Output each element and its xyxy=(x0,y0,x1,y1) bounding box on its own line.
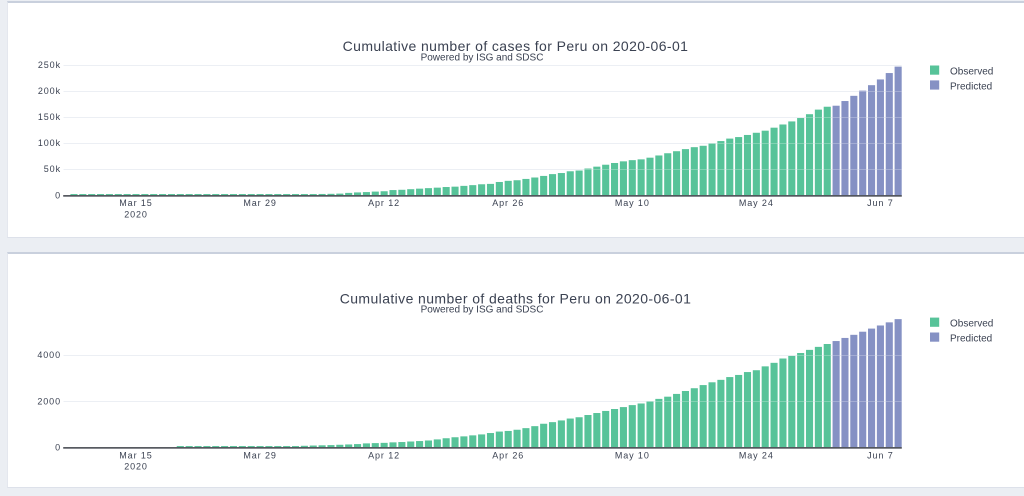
svg-text:Observed: Observed xyxy=(950,67,993,78)
svg-text:Apr 12: Apr 12 xyxy=(368,198,400,208)
svg-text:Powered by ISG and SDSC: Powered by ISG and SDSC xyxy=(421,305,544,316)
svg-text:Cumulative number of cases for: Cumulative number of cases for Peru on 2… xyxy=(343,38,689,54)
svg-text:Powered by ISG and SDSC: Powered by ISG and SDSC xyxy=(421,53,544,64)
svg-text:100k: 100k xyxy=(38,138,61,148)
svg-text:Apr 26: Apr 26 xyxy=(492,198,524,208)
svg-text:2020: 2020 xyxy=(124,462,148,472)
svg-text:Cumulative number of deaths fo: Cumulative number of deaths for Peru on … xyxy=(340,290,692,306)
svg-text:Observed: Observed xyxy=(950,319,993,330)
svg-text:150k: 150k xyxy=(38,112,61,122)
svg-text:4000: 4000 xyxy=(37,350,61,360)
svg-text:May 24: May 24 xyxy=(739,198,774,208)
svg-text:Apr 26: Apr 26 xyxy=(492,450,524,460)
svg-text:May 10: May 10 xyxy=(615,198,650,208)
svg-text:0: 0 xyxy=(55,191,61,201)
svg-text:May 10: May 10 xyxy=(615,450,650,460)
svg-text:Predicted: Predicted xyxy=(950,81,992,92)
svg-text:Mar 29: Mar 29 xyxy=(243,198,276,208)
svg-text:2000: 2000 xyxy=(37,396,61,406)
svg-text:Apr 12: Apr 12 xyxy=(368,450,400,460)
svg-text:Mar 15: Mar 15 xyxy=(119,198,152,208)
svg-text:0: 0 xyxy=(55,443,61,453)
svg-text:Mar 15: Mar 15 xyxy=(119,450,152,460)
svg-text:2020: 2020 xyxy=(124,209,148,219)
svg-text:Predicted: Predicted xyxy=(950,334,992,345)
svg-text:250k: 250k xyxy=(38,60,61,70)
svg-text:Mar 29: Mar 29 xyxy=(243,450,276,460)
svg-text:May 24: May 24 xyxy=(739,450,774,460)
svg-text:Jun 7: Jun 7 xyxy=(867,198,894,208)
svg-text:200k: 200k xyxy=(38,86,61,96)
svg-text:Jun 7: Jun 7 xyxy=(867,450,894,460)
svg-text:50k: 50k xyxy=(44,164,61,174)
